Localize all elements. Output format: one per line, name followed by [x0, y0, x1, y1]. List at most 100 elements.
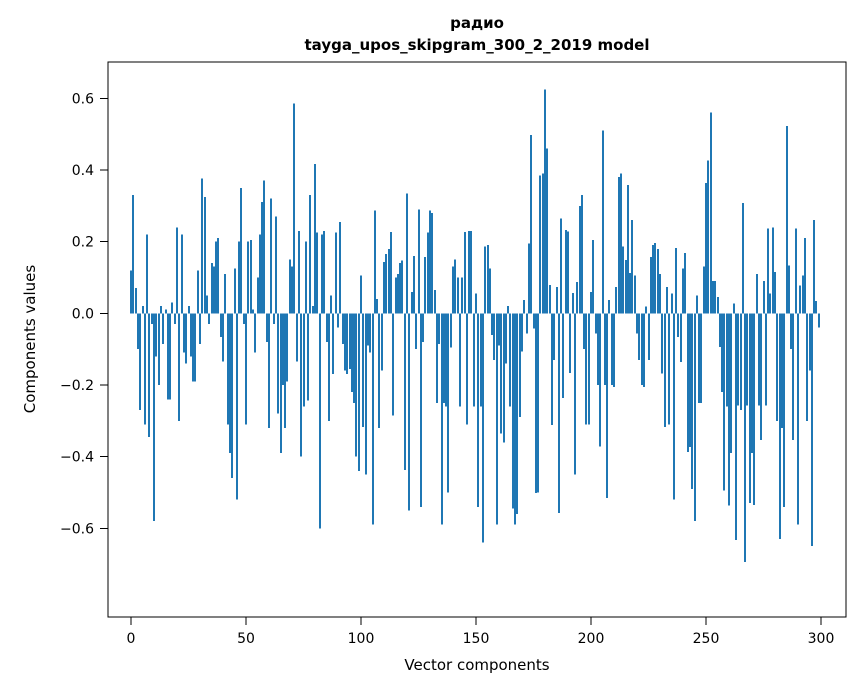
- bar: [312, 306, 314, 314]
- bar: [362, 313, 364, 427]
- bar: [316, 232, 318, 314]
- bar: [523, 300, 525, 314]
- bar: [700, 313, 702, 403]
- bar: [792, 313, 794, 441]
- bar: [438, 313, 440, 344]
- bar: [815, 300, 817, 314]
- bar: [339, 221, 341, 314]
- bar: [710, 112, 712, 314]
- bar: [740, 313, 742, 410]
- bar: [673, 313, 675, 500]
- y-tick-label: −0.2: [60, 378, 94, 394]
- bar: [645, 306, 647, 314]
- bar: [569, 313, 571, 374]
- bar: [675, 248, 677, 314]
- bar: [443, 313, 445, 403]
- y-tick-label: −0.6: [60, 521, 94, 537]
- bar: [682, 268, 684, 314]
- bar: [436, 313, 438, 403]
- bar: [684, 253, 686, 314]
- bar: [650, 257, 652, 314]
- bar: [434, 290, 436, 314]
- bar: [395, 277, 397, 314]
- bar: [300, 313, 302, 457]
- bar: [551, 313, 553, 426]
- bar: [611, 313, 613, 385]
- bar: [751, 313, 753, 453]
- bar: [763, 281, 765, 314]
- bar: [542, 173, 544, 314]
- bar: [298, 230, 300, 314]
- bar: [415, 313, 417, 350]
- bar: [549, 285, 551, 314]
- bar: [385, 253, 387, 314]
- bar: [588, 313, 590, 425]
- bar: [705, 182, 707, 314]
- bar: [346, 313, 348, 375]
- bar: [190, 313, 192, 357]
- bar: [726, 313, 728, 407]
- x-tick-label: 200: [578, 631, 605, 647]
- bar: [714, 281, 716, 314]
- y-tick-label: 0.4: [72, 163, 94, 179]
- bar: [399, 263, 401, 314]
- bar: [273, 313, 275, 324]
- bar: [691, 313, 693, 489]
- bar: [194, 313, 196, 382]
- bar: [165, 309, 167, 314]
- bar: [130, 270, 132, 314]
- bar: [199, 313, 201, 344]
- bar: [553, 313, 555, 360]
- y-tick-label: −0.4: [60, 450, 94, 466]
- bar: [227, 313, 229, 425]
- bar: [337, 313, 339, 328]
- bar: [696, 295, 698, 314]
- bar: [459, 313, 461, 407]
- bar: [408, 313, 410, 511]
- bar: [597, 313, 599, 385]
- bar: [153, 313, 155, 522]
- bar: [142, 306, 144, 314]
- bar: [680, 313, 682, 362]
- bar: [606, 313, 608, 499]
- bar: [760, 313, 762, 441]
- bar: [753, 313, 755, 505]
- x-tick-label: 150: [463, 631, 490, 647]
- bar: [158, 313, 160, 385]
- bar: [615, 286, 617, 314]
- bar: [687, 313, 689, 452]
- bar: [470, 230, 472, 314]
- bar: [694, 313, 696, 522]
- bar: [574, 313, 576, 475]
- bar: [167, 313, 169, 400]
- bar: [291, 266, 293, 314]
- bar: [758, 313, 760, 406]
- bar: [238, 241, 240, 314]
- bar: [641, 313, 643, 385]
- y-tick-label: 0.0: [72, 306, 94, 322]
- bar: [689, 313, 691, 447]
- bar: [707, 160, 709, 314]
- bar: [799, 285, 801, 314]
- bar: [602, 130, 604, 314]
- bar: [779, 313, 781, 539]
- bar: [514, 313, 516, 525]
- bar: [250, 239, 252, 314]
- bar: [797, 313, 799, 525]
- bar: [539, 175, 541, 314]
- bar: [323, 230, 325, 314]
- bar: [169, 313, 171, 400]
- bar: [319, 313, 321, 529]
- bar: [452, 266, 454, 314]
- bar: [482, 313, 484, 543]
- bar: [585, 313, 587, 425]
- bar: [206, 295, 208, 314]
- bar: [257, 277, 259, 314]
- bar: [224, 273, 226, 314]
- bar: [533, 313, 535, 329]
- bar: [247, 241, 249, 314]
- bar: [487, 245, 489, 314]
- bar: [638, 313, 640, 360]
- bar: [489, 268, 491, 314]
